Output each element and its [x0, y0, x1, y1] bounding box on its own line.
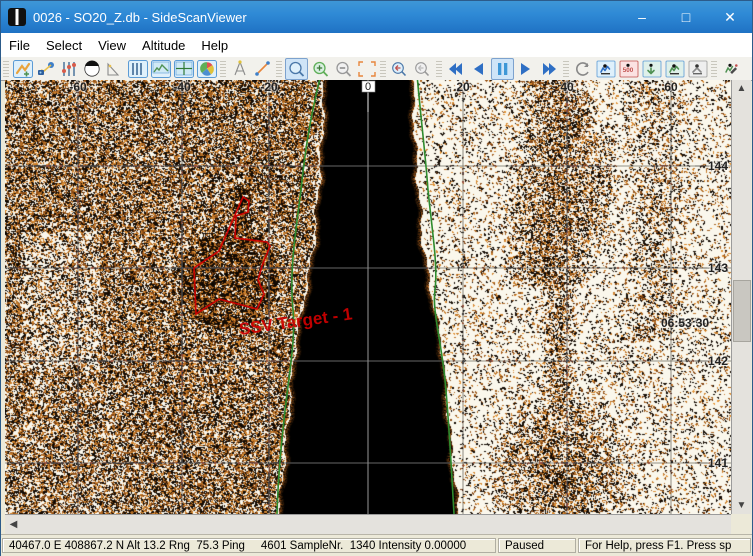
svg-text:142: 142	[708, 354, 728, 368]
svg-text:144: 144	[708, 159, 728, 173]
svg-text:143: 143	[708, 261, 728, 275]
svg-text:40: 40	[560, 80, 574, 94]
svg-text:-40: -40	[173, 80, 191, 94]
svg-text:06:53:30: 06:53:30	[661, 316, 709, 330]
svg-text:20: 20	[456, 80, 470, 94]
svg-text:SSV Target - 1: SSV Target - 1	[238, 304, 354, 339]
svg-text:-60: -60	[69, 80, 87, 94]
svg-text:0: 0	[365, 81, 371, 93]
svg-text:500: 500	[622, 67, 633, 74]
svg-text:141: 141	[708, 456, 728, 470]
svg-text:-20: -20	[260, 80, 278, 94]
svg-text:60: 60	[664, 80, 678, 94]
